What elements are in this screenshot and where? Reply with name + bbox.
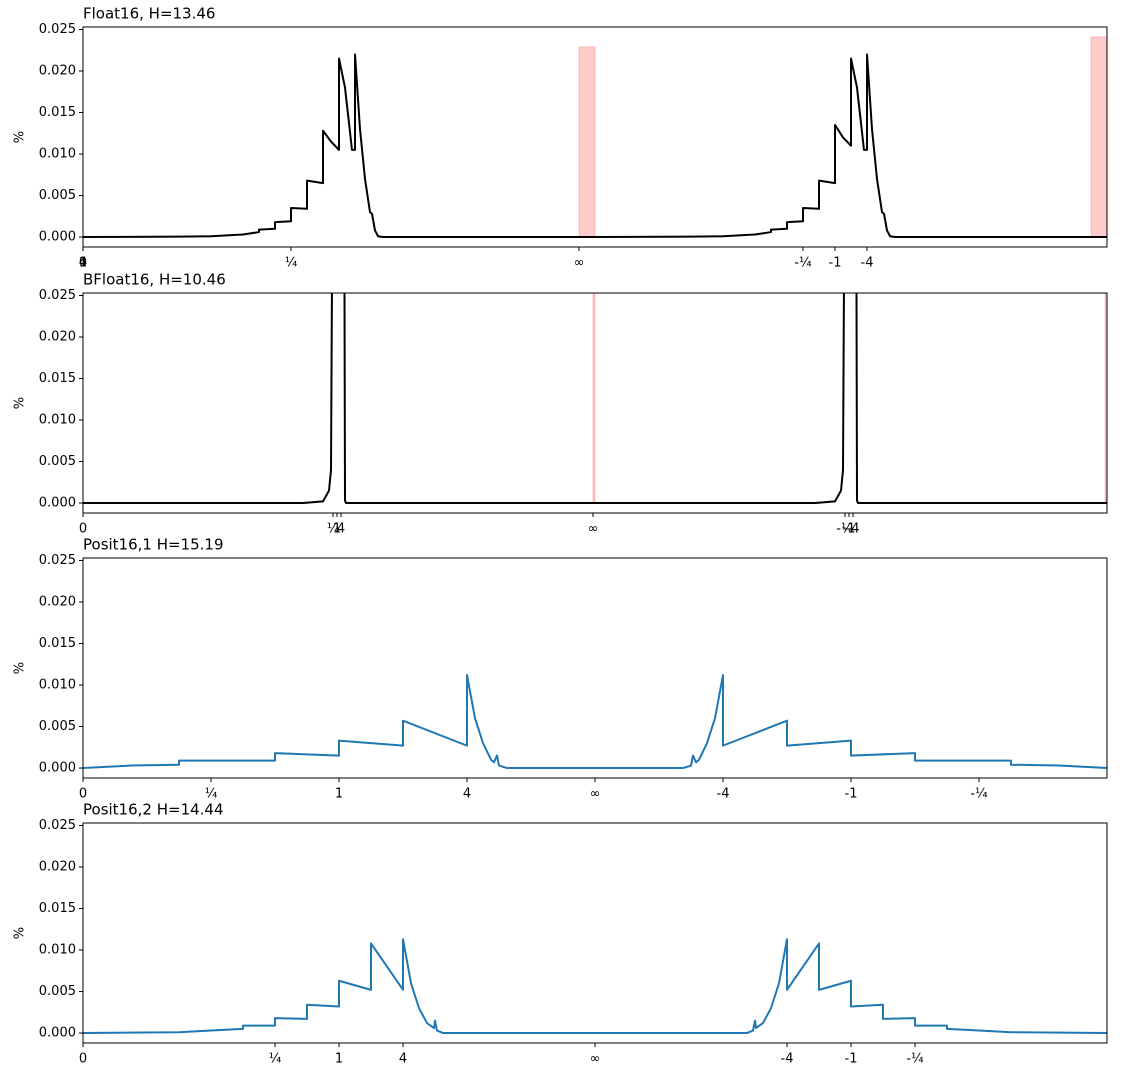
- y-tick-label: 0.005: [39, 188, 76, 203]
- data-line: [83, 53, 1107, 239]
- x-tick-label: 1: [333, 522, 341, 537]
- subplot: Posit16,1 H=15.19% 0.000 0.005 0.010 0.015 0.…: [13, 536, 1108, 802]
- data-line: [83, 674, 1107, 770]
- y-tick-label: 0.000: [39, 1026, 76, 1041]
- subplot: Posit16,2 H=14.44% 0.000 0.005 0.010 0.015 0.…: [13, 801, 1108, 1067]
- axes-frame: [82, 26, 1108, 248]
- subplot-title: Posit16,1 H=15.19: [83, 536, 224, 554]
- x-tick-label: ¼: [327, 522, 340, 537]
- x-tick-label: 0: [79, 522, 87, 537]
- subplot: Float16, H=13.46% 0.000 0.005 0.010 0.015 0.0…: [13, 5, 1108, 271]
- x-tick-label: -¼: [906, 1052, 924, 1067]
- x-tick-label: -¼: [970, 787, 988, 802]
- x-tick-label: 4: [79, 256, 87, 271]
- x-tick-label: 0: [79, 787, 87, 802]
- y-tick-label: 0.020: [39, 860, 76, 875]
- x-tick-label: -1: [845, 1052, 858, 1067]
- y-tick-label: 0.015: [39, 901, 76, 916]
- y-axis-label: %: [13, 662, 28, 674]
- y-tick-label: 0.010: [39, 678, 76, 693]
- y-axis-label: %: [13, 131, 28, 143]
- subplot: BFloat16, H=10.46% 0.000 0.005 0.010 0.015 0.…: [13, 271, 1108, 537]
- data-line: [83, 293, 1107, 505]
- nan-span: [578, 46, 596, 238]
- y-tick-label: 0.025: [39, 553, 76, 568]
- nan-span: [1090, 36, 1107, 238]
- y-tick-label: 0.010: [39, 147, 76, 162]
- plot-area: [83, 36, 1107, 239]
- y-tick-label: 0.025: [39, 288, 76, 303]
- y-tick-label: 0.010: [39, 413, 76, 428]
- x-tick-label: ∞: [574, 256, 585, 271]
- axes-frame: [82, 292, 1108, 514]
- x-tick-label: 0: [79, 1052, 87, 1067]
- y-tick-label: 0.000: [39, 230, 76, 245]
- x-tick-label: ∞: [590, 787, 601, 802]
- y-tick-label: 0.010: [39, 943, 76, 958]
- x-tick-label: -4: [847, 522, 860, 537]
- y-tick-label: 0.015: [39, 371, 76, 386]
- y-tick-label: 0.000: [39, 496, 76, 511]
- x-tick-label: -4: [717, 787, 730, 802]
- x-tick-label: -4: [781, 1052, 794, 1067]
- x-tick-label: -1: [843, 522, 856, 537]
- y-tick-label: 0.020: [39, 595, 76, 610]
- y-axis-label: %: [13, 397, 28, 409]
- plot-area: [83, 938, 1107, 1035]
- data-line: [83, 938, 1107, 1035]
- x-tick-label: -¼: [836, 522, 854, 537]
- y-tick-label: 0.020: [39, 330, 76, 345]
- y-tick-label: 0.020: [39, 64, 76, 79]
- x-tick-label: 1: [335, 1052, 343, 1067]
- x-tick-label: 4: [463, 787, 471, 802]
- x-tick-label: -1: [845, 787, 858, 802]
- subplot-title: Posit16,2 H=14.44: [83, 801, 224, 819]
- subplot-title: Float16, H=13.46: [83, 5, 215, 23]
- x-tick-label: 0: [79, 256, 87, 271]
- y-tick-label: 0.000: [39, 761, 76, 776]
- plot-area: [83, 293, 1107, 505]
- x-tick-label: -1: [829, 256, 842, 271]
- x-tick-label: 4: [399, 1052, 407, 1067]
- y-tick-label: 0.005: [39, 454, 76, 469]
- y-tick-label: 0.005: [39, 719, 76, 734]
- x-tick-label: 1: [79, 256, 87, 271]
- x-tick-label: ¼: [269, 1052, 282, 1067]
- y-tick-label: 0.015: [39, 636, 76, 651]
- x-tick-label: ∞: [590, 1052, 601, 1067]
- y-axis-label: %: [13, 927, 28, 939]
- x-tick-label: ∞: [588, 522, 599, 537]
- x-tick-label: ¼: [285, 256, 298, 271]
- subplot-title: BFloat16, H=10.46: [83, 271, 226, 289]
- x-tick-label: -4: [861, 256, 874, 271]
- x-tick-label: ¼: [205, 787, 218, 802]
- y-tick-label: 0.025: [39, 22, 76, 37]
- plot-area: [83, 674, 1107, 770]
- y-tick-label: 0.015: [39, 105, 76, 120]
- y-tick-label: 0.005: [39, 984, 76, 999]
- x-tick-label: 1: [335, 787, 343, 802]
- axes-frame: [82, 557, 1108, 779]
- x-tick-label: 4: [337, 522, 345, 537]
- y-tick-label: 0.025: [39, 818, 76, 833]
- nan-span: [592, 293, 596, 504]
- axes-frame: [82, 822, 1108, 1044]
- x-tick-label: -¼: [794, 256, 812, 271]
